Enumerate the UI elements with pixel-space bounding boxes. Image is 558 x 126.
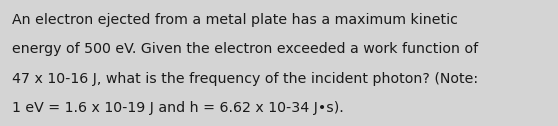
Text: energy of 500 eV. Given the electron exceeded a work function of: energy of 500 eV. Given the electron exc… — [12, 42, 478, 56]
Text: 1 eV = 1.6 x 10-19 J and h = 6.62 x 10-34 J•s).: 1 eV = 1.6 x 10-19 J and h = 6.62 x 10-3… — [12, 101, 344, 115]
Text: An electron ejected from a metal plate has a maximum kinetic: An electron ejected from a metal plate h… — [12, 13, 458, 27]
Text: 47 x 10-16 J, what is the frequency of the incident photon? (Note:: 47 x 10-16 J, what is the frequency of t… — [12, 72, 478, 86]
